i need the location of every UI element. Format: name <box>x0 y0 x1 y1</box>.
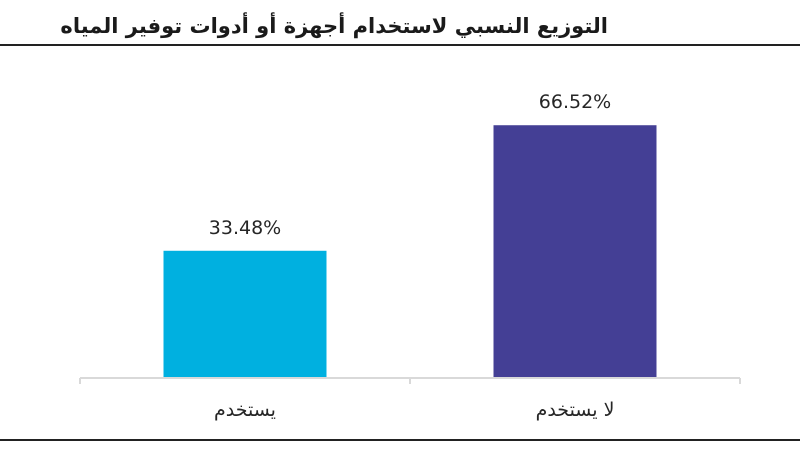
x-axis <box>79 377 741 384</box>
bar-2 <box>493 125 657 378</box>
category-label-1: يستخدم <box>214 399 276 421</box>
bottom-divider <box>0 439 800 441</box>
bar-1 <box>163 250 327 378</box>
bars-group <box>163 125 657 378</box>
labels-group: 33.48% يستخدم 66.52% لا يستخدم <box>209 91 615 421</box>
chart-title: التوزيع النسبي لاستخدام أجهزة أو أدوات ت… <box>60 14 608 38</box>
top-divider <box>0 44 800 46</box>
category-label-2: لا يستخدم <box>536 399 615 421</box>
data-label-1: 33.48% <box>209 217 281 239</box>
data-label-2: 66.52% <box>539 91 611 113</box>
